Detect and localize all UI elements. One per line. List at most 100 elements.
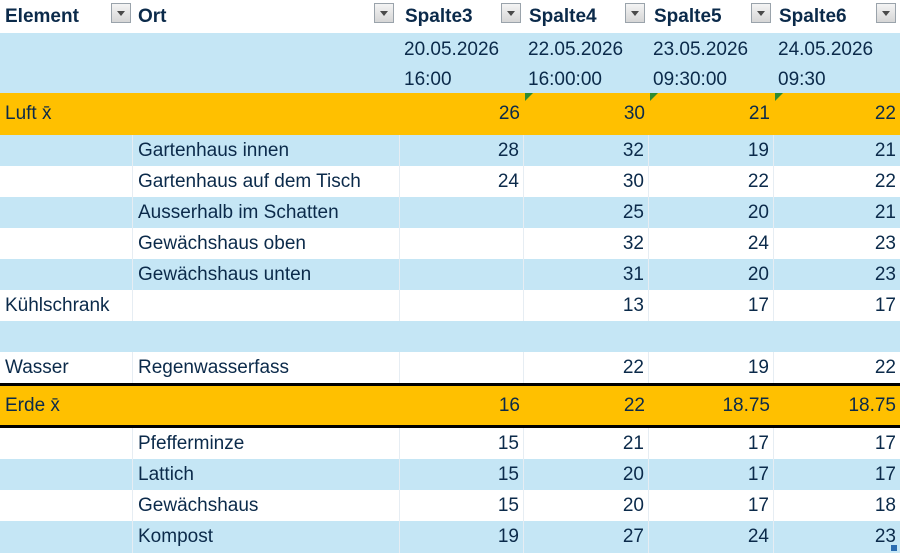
cell-ort[interactable]: Lattich (133, 459, 400, 490)
cell-value[interactable] (400, 197, 524, 228)
cell-value[interactable]: 21 (748, 103, 770, 124)
cell-ort[interactable]: Gewächshaus unten (133, 259, 400, 290)
date-cell[interactable]: 20.05.2026 16:00 (400, 33, 524, 93)
cell-empty[interactable] (0, 33, 133, 93)
cell-value[interactable]: 20 (524, 459, 649, 490)
date-cell[interactable]: 23.05.2026 09:30:00 (649, 33, 774, 93)
cell-value[interactable]: 23 (874, 263, 896, 285)
cell-value[interactable]: 24 (649, 228, 774, 259)
cell-value[interactable]: 20 (524, 490, 649, 521)
cell-value[interactable]: 15 (400, 490, 524, 521)
cell-value[interactable]: 22 (524, 352, 649, 383)
cell-value[interactable] (524, 321, 649, 352)
filter-dropdown-button[interactable] (876, 3, 896, 23)
cell-value[interactable] (400, 321, 524, 352)
cell-value[interactable]: 17 (649, 290, 774, 321)
cell-ort[interactable] (133, 290, 400, 321)
cell-value[interactable]: 20 (649, 259, 774, 290)
cell-element[interactable] (0, 166, 133, 197)
cell-ort[interactable]: Gartenhaus auf dem Tisch (133, 166, 400, 197)
cell-value[interactable]: 18.75 (722, 394, 770, 416)
cell-value[interactable]: 26 (498, 103, 520, 124)
cell-empty[interactable] (133, 33, 400, 93)
cell-value[interactable]: 19 (649, 352, 774, 383)
cell-ort[interactable]: Pfefferminze (133, 428, 400, 459)
cell-value[interactable]: 30 (623, 103, 645, 124)
cell-ort[interactable] (133, 321, 400, 352)
header-cell-element[interactable]: Element (0, 0, 133, 33)
cell-value[interactable]: 23 (874, 526, 896, 547)
cell-value[interactable]: 31 (524, 259, 649, 290)
cell-value[interactable]: 30 (524, 166, 649, 197)
cell-value[interactable]: 18.75 (848, 394, 896, 416)
cell-value[interactable]: 22 (874, 356, 896, 378)
cell-value[interactable]: 20 (649, 197, 774, 228)
cell-value[interactable]: 21 (874, 201, 896, 223)
cell-element[interactable] (0, 428, 133, 459)
cell-element[interactable] (0, 521, 133, 553)
cell-value[interactable] (774, 321, 900, 352)
cell-value[interactable]: 17 (874, 432, 896, 454)
filter-dropdown-button[interactable] (501, 3, 521, 23)
cell-value[interactable]: 17 (874, 463, 896, 485)
cell-ort[interactable]: Kompost (133, 521, 400, 553)
cell-element[interactable] (0, 459, 133, 490)
cell-value[interactable] (400, 352, 524, 383)
cell-value[interactable]: 23 (874, 232, 896, 254)
date-cell[interactable]: 22.05.2026 16:00:00 (524, 33, 649, 93)
cell-value[interactable]: 24 (400, 166, 524, 197)
filter-dropdown-button[interactable] (751, 3, 771, 23)
cell-element[interactable] (0, 135, 133, 166)
cell-value[interactable]: 32 (524, 135, 649, 166)
cell-value[interactable]: 22 (623, 394, 645, 416)
cell-value[interactable]: 22 (649, 166, 774, 197)
cell-value[interactable]: 17 (649, 428, 774, 459)
cell-value[interactable] (649, 321, 774, 352)
cell-value[interactable]: 21 (524, 428, 649, 459)
header-cell-spalte3[interactable]: Spalte3 (400, 0, 524, 33)
cell-value[interactable]: 17 (874, 294, 896, 316)
table-resize-handle[interactable] (891, 545, 897, 551)
header-cell-spalte5[interactable]: Spalte5 (649, 0, 774, 33)
cell-ort[interactable]: Gewächshaus oben (133, 228, 400, 259)
cell-value[interactable]: 22 (874, 170, 896, 192)
cell-value[interactable]: 28 (400, 135, 524, 166)
cell-element[interactable]: Kühlschrank (0, 290, 133, 321)
filter-dropdown-button[interactable] (374, 3, 394, 23)
cell-element[interactable]: Wasser (0, 352, 133, 383)
cell-value[interactable]: 17 (649, 490, 774, 521)
cell-element[interactable]: Luft x̄ (5, 103, 52, 124)
cell-value[interactable] (400, 290, 524, 321)
cell-value[interactable]: 19 (649, 135, 774, 166)
cell-element[interactable] (0, 259, 133, 290)
cell-element[interactable] (0, 228, 133, 259)
cell-value[interactable]: 32 (524, 228, 649, 259)
cell-value[interactable] (400, 228, 524, 259)
cell-element[interactable]: Erde x̄ (5, 394, 60, 416)
cell-ort[interactable] (133, 386, 400, 425)
filter-dropdown-button[interactable] (625, 3, 645, 23)
cell-element[interactable] (0, 321, 133, 352)
filter-dropdown-button[interactable] (111, 3, 131, 23)
header-cell-spalte6[interactable]: Spalte6 (774, 0, 900, 33)
cell-value[interactable]: 19 (400, 521, 524, 553)
cell-ort[interactable]: Gewächshaus (133, 490, 400, 521)
date-cell[interactable]: 24.05.2026 09:30 (774, 33, 900, 93)
cell-value[interactable]: 27 (524, 521, 649, 553)
cell-value[interactable] (400, 259, 524, 290)
cell-ort[interactable]: Gartenhaus innen (133, 135, 400, 166)
cell-value[interactable]: 15 (400, 459, 524, 490)
header-cell-ort[interactable]: Ort (133, 0, 400, 33)
cell-value[interactable]: 16 (498, 394, 520, 416)
cell-value[interactable]: 13 (524, 290, 649, 321)
cell-value[interactable]: 24 (649, 521, 774, 553)
cell-element[interactable] (0, 197, 133, 228)
cell-value[interactable]: 17 (649, 459, 774, 490)
cell-ort[interactable] (133, 93, 400, 135)
cell-value[interactable]: 22 (874, 103, 896, 124)
cell-value[interactable]: 25 (524, 197, 649, 228)
cell-value[interactable]: 15 (400, 428, 524, 459)
header-cell-spalte4[interactable]: Spalte4 (524, 0, 649, 33)
cell-ort[interactable]: Regenwasserfass (133, 352, 400, 383)
cell-value[interactable]: 18 (874, 494, 896, 516)
